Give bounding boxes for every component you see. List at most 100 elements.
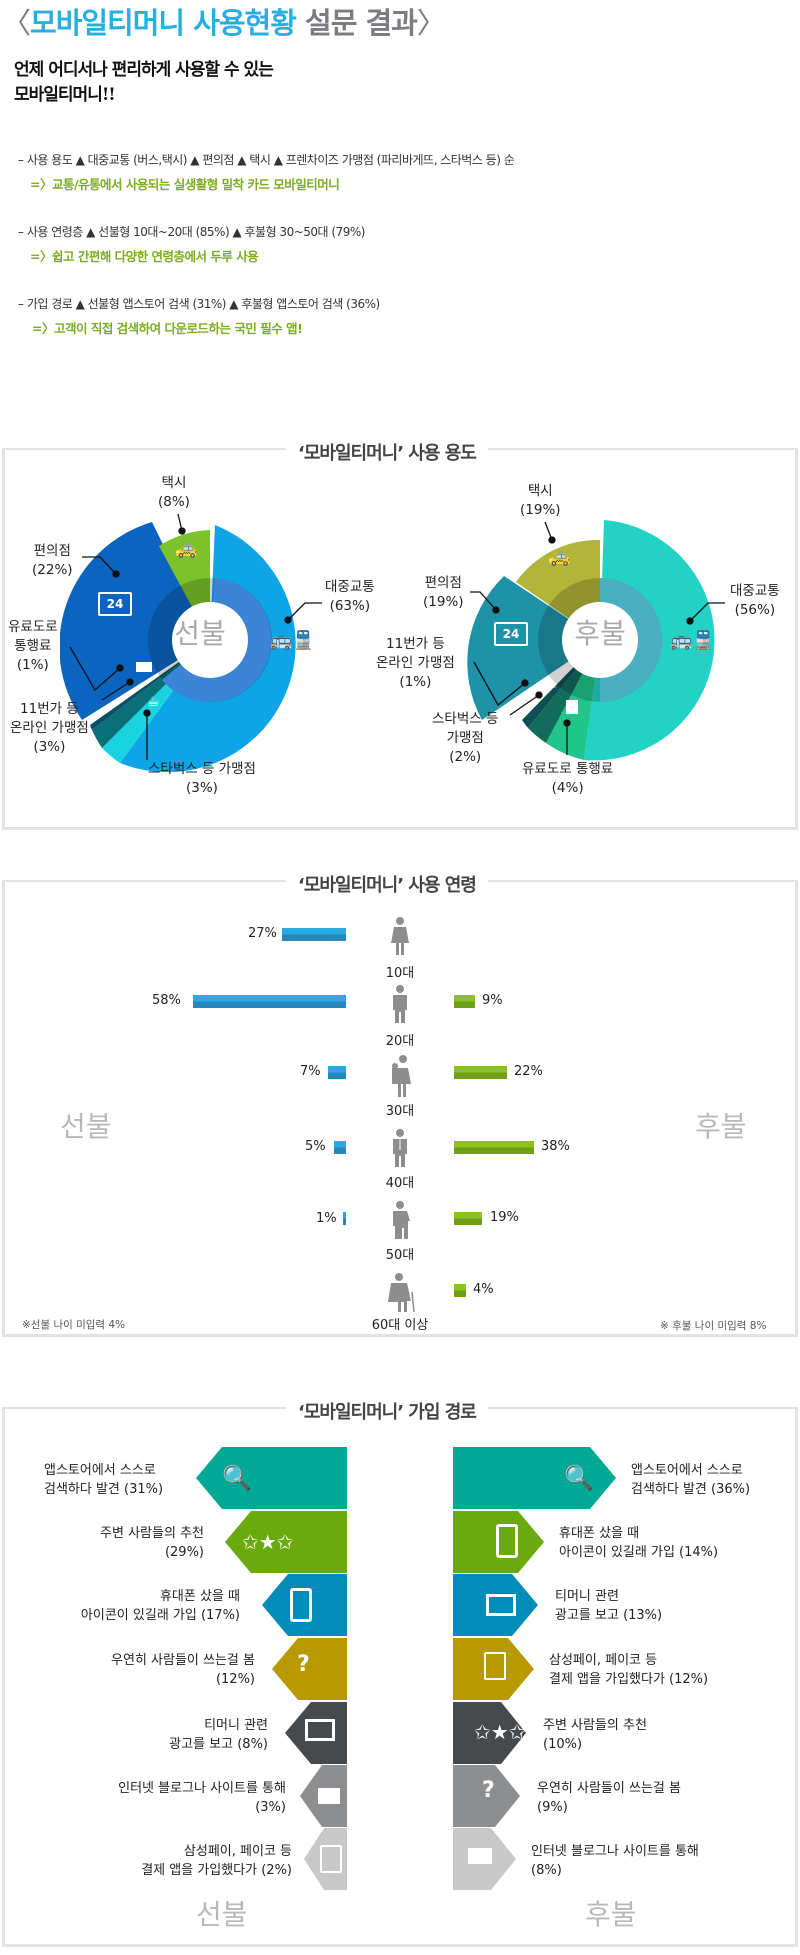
postpaid-label-starbucks: 스타벅스 등 가맹점 (2%) — [432, 710, 498, 767]
postpaid-route-text-5: 주변 사람들의 추천 (10%) — [543, 1716, 647, 1754]
prepaid-route-text-2: 주변 사람들의 추천 (29%) — [70, 1524, 204, 1562]
route-section-title: ‘모바일티머니’ 가입 경로 — [286, 1398, 488, 1424]
route-line1: 앱스토어에서 스스로 — [631, 1463, 743, 1478]
label-pct: (56%) — [734, 602, 776, 618]
label-name: 대중교통 — [730, 583, 780, 599]
stars-icon: ✩★✩ — [474, 1720, 526, 1744]
postpaid-pct-30s: 22% — [514, 1064, 543, 1079]
age-label-60s-plus: 60대 이상 — [371, 1318, 429, 1333]
label-name: 스타벅스 등 — [432, 711, 499, 727]
prepaid-bar-50s — [343, 1212, 346, 1225]
route-line1: 우연히 사람들이 쓰는걸 봄 — [111, 1653, 255, 1668]
prepaid-route-arrow-5 — [285, 1702, 347, 1764]
postpaid-route-arrow-5 — [453, 1702, 526, 1764]
route-line1: 인터넷 블로그나 사이트를 통해 — [118, 1781, 286, 1796]
convenience-store-24-icon: 24 — [98, 592, 132, 616]
postpaid-center-label: 후불 — [574, 617, 626, 650]
summary-route-conclusion: =〉고객이 직접 검색하여 다운로드하는 국민 필수 앱! — [32, 321, 303, 336]
route-line1: 인터넷 블로그나 사이트를 통해 — [531, 1844, 699, 1859]
postpaid-leader-lines — [470, 521, 725, 755]
postpaid-label-convenience: 편의점 (19%) — [423, 574, 464, 612]
prepaid-label-convenience: 편의점 (22%) — [32, 542, 73, 580]
route-line1: 휴대폰 샀을 때 — [159, 1589, 240, 1604]
postpaid-usage-donut — [467, 520, 715, 761]
label-name: 편의점 — [33, 543, 71, 559]
postpaid-route-text-7: 인터넷 블로그나 사이트를 통해 (8%) — [531, 1842, 699, 1880]
route-line2: 광고를 보고 (13%) — [555, 1608, 663, 1623]
postpaid-bar-50s — [454, 1212, 482, 1225]
label-name-2: 가맹점 — [446, 730, 484, 746]
prepaid-bar-10s — [282, 928, 346, 941]
postpaid-bar-30s — [454, 1066, 507, 1079]
elderly-person-icon — [388, 1273, 415, 1312]
prepaid-route-arrow-3 — [262, 1574, 347, 1636]
video-board-icon — [305, 1719, 335, 1741]
postpaid-bar-40s — [454, 1141, 534, 1154]
stars-icon: ✩★✩ — [242, 1530, 294, 1554]
coffee-cup-icon: ☕ — [147, 694, 160, 710]
label-name-2: 통행료 — [14, 638, 52, 654]
age-label-30s: 30대 — [385, 1104, 415, 1119]
route-line1: 앱스토어에서 스스로 — [44, 1463, 156, 1478]
taxi-icon: 🚕 — [175, 538, 198, 559]
label-pct: (19%) — [520, 502, 561, 518]
summary-usage-conclusion: =〉교통/유통에서 사용되는 실생활형 밀착 카드 모바일티머니 — [30, 177, 340, 192]
pay-app-icon — [484, 1652, 506, 1680]
route-prepaid-label: 선불 — [196, 1898, 248, 1931]
video-board-icon — [486, 1594, 516, 1616]
postpaid-route-arrow-1 — [453, 1447, 616, 1509]
age-label-10s: 10대 — [385, 966, 415, 981]
search-icon: 🔍 — [222, 1464, 252, 1492]
route-line2: (12%) — [215, 1672, 255, 1687]
postpaid-label-online: 11번가 등 온라인 가맹점 (1%) — [376, 635, 455, 692]
businessman-icon — [393, 1129, 407, 1167]
prepaid-route-arrow-2 — [225, 1511, 347, 1573]
label-pct: (4%) — [551, 780, 584, 796]
label-name: 스타벅스 등 가맹점 — [148, 761, 256, 777]
label-name: 유료도로 — [8, 619, 58, 635]
prepaid-route-arrow-4 — [272, 1638, 347, 1700]
postpaid-side-label: 후불 — [695, 1110, 747, 1143]
route-line2: (8%) — [531, 1863, 562, 1878]
route-line1: 삼성페이, 페이코 등 — [549, 1653, 658, 1668]
question-person-icon: ? — [297, 1652, 310, 1677]
prepaid-label-starbucks: 스타벅스 등 가맹점 (3%) — [148, 760, 256, 798]
route-line2: (3%) — [255, 1800, 286, 1815]
bus-train-icon: 🚌🚆 — [670, 630, 715, 651]
route-line1: 티머니 관련 — [555, 1589, 619, 1604]
route-line2: (10%) — [543, 1737, 583, 1752]
monitor-icon — [468, 1848, 492, 1864]
prepaid-route-text-7: 삼성페이, 페이코 등 결제 앱을 가입했다가 (2%) — [60, 1842, 292, 1880]
postpaid-route-arrow-4 — [453, 1638, 534, 1700]
coffee-cup-icon: ☕ — [545, 676, 558, 692]
postpaid-route-arrow-3 — [453, 1574, 538, 1636]
postpaid-label-toll: 유료도로 통행료 (4%) — [522, 760, 613, 798]
postpaid-bar-20s — [454, 995, 475, 1008]
route-line2: 아이콘이 있길래 가입 (14%) — [559, 1545, 719, 1560]
convenience-store-24-icon: 24 — [494, 622, 528, 646]
route-line2: 결제 앱을 가입했다가 (12%) — [549, 1672, 709, 1687]
route-line1: 우연히 사람들이 쓰는걸 봄 — [537, 1781, 681, 1796]
prepaid-route-text-4: 우연히 사람들이 쓰는걸 봄 (12%) — [40, 1651, 255, 1689]
prepaid-route-text-5: 티머니 관련 광고를 보고 (8%) — [60, 1716, 268, 1754]
taxi-icon: 🚕 — [548, 546, 571, 567]
route-line2: 검색하다 발견 (31%) — [44, 1482, 164, 1497]
monitor-icon — [318, 1788, 340, 1804]
label-pct: (1%) — [399, 674, 432, 690]
search-icon: 🔍 — [564, 1464, 594, 1492]
bus-train-icon: 🚌🚆 — [270, 630, 315, 651]
bracket-open: 〈 — [2, 6, 31, 40]
prepaid-pct-30s: 7% — [300, 1064, 321, 1079]
postpaid-pct-60s-plus: 4% — [473, 1282, 494, 1297]
route-line2: 검색하다 발견 (36%) — [631, 1482, 751, 1497]
label-pct: (63%) — [329, 598, 371, 614]
bracket-close: 〉 — [416, 6, 446, 40]
label-pct: (22%) — [32, 562, 73, 578]
route-line1: 휴대폰 샀을 때 — [559, 1526, 640, 1541]
label-name: 11번가 등 — [386, 636, 445, 652]
prepaid-label-toll: 유료도로 통행료 (1%) — [8, 618, 58, 675]
label-name: 택시 — [161, 475, 187, 491]
